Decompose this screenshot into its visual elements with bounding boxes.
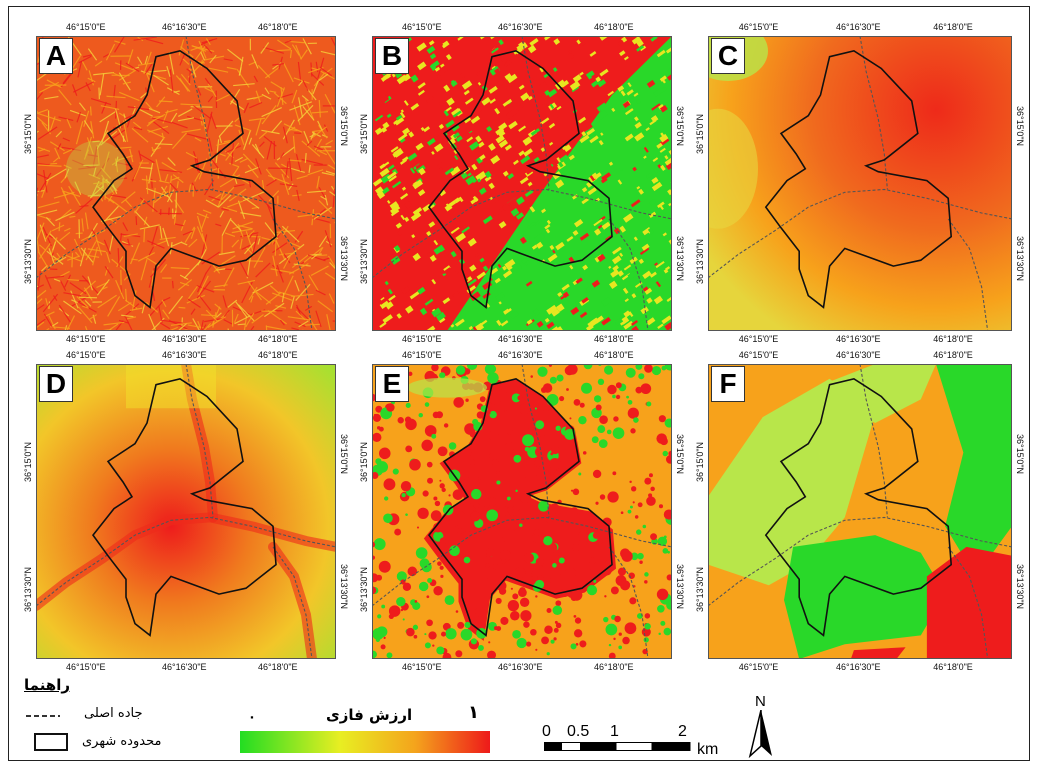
tick-right: 36°15'0"N xyxy=(675,106,685,147)
tick-left: 36°13'30"N xyxy=(359,567,369,613)
tick-right: 36°15'0"N xyxy=(339,434,349,475)
tick-top: 46°15'0"E xyxy=(66,22,106,32)
map-frame xyxy=(8,6,1030,761)
tick-bottom: 46°18'0"E xyxy=(258,334,298,344)
tick-right: 36°15'0"N xyxy=(339,106,349,147)
tick-bottom: 46°15'0"E xyxy=(402,334,442,344)
raster-map-f xyxy=(708,364,1012,659)
tick-bottom: 46°15'0"E xyxy=(66,662,106,672)
tick-bottom: 46°15'0"E xyxy=(66,334,106,344)
tick-top: 46°15'0"E xyxy=(738,22,779,32)
map-panel-d: D 46°15'0"E 46°16'30"E 46°18'0"E 46°15'0"E 46… xyxy=(23,350,349,672)
tick-left: 36°15'0"N xyxy=(359,114,369,155)
tick-bottom: 46°16'30"E xyxy=(498,334,543,344)
tick-left: 36°13'30"N xyxy=(23,239,33,285)
tick-top: 46°15'0"E xyxy=(402,350,442,360)
tick-top: 46°18'0"E xyxy=(594,350,634,360)
panel-letter-d: D xyxy=(39,366,73,402)
tick-top: 46°15'0"E xyxy=(402,22,442,32)
tick-top: 46°18'0"E xyxy=(933,22,973,32)
tick-right: 36°15'0"N xyxy=(675,434,685,475)
tick-left: 36°13'30"N xyxy=(359,239,369,285)
tick-top: 46°16'30"E xyxy=(162,350,207,360)
tick-bottom: 46°16'30"E xyxy=(836,662,881,672)
tick-bottom: 46°16'30"E xyxy=(498,662,543,672)
tick-left: 36°15'0"N xyxy=(695,442,705,483)
map-panel-c: C 46°15'0"E 46°16'30"E 46°18'0"E 46°15'0"E 46… xyxy=(695,22,1025,344)
tick-top: 46°16'30"E xyxy=(498,22,543,32)
raster-map-d xyxy=(36,364,336,659)
tick-right: 36°15'0"N xyxy=(1015,434,1025,475)
tick-right: 36°13'30"N xyxy=(1015,564,1025,610)
tick-bottom: 46°16'30"E xyxy=(836,334,881,344)
tick-right: 36°13'30"N xyxy=(675,564,685,610)
tick-left: 36°15'0"N xyxy=(695,114,705,155)
tick-left: 36°13'30"N xyxy=(695,239,705,285)
tick-right: 36°13'30"N xyxy=(339,564,349,610)
tick-top: 46°18'0"E xyxy=(258,350,298,360)
tick-bottom: 46°16'30"E xyxy=(162,334,207,344)
tick-top: 46°16'30"E xyxy=(498,350,543,360)
tick-bottom: 46°18'0"E xyxy=(933,662,973,672)
tick-right: 36°15'0"N xyxy=(1015,106,1025,147)
tick-left: 36°13'30"N xyxy=(23,567,33,613)
raster-map-c xyxy=(708,36,1012,331)
tick-bottom: 46°15'0"E xyxy=(738,334,779,344)
tick-left: 36°15'0"N xyxy=(23,114,33,155)
map-panel-a: A 46°15'0"E 46°16'30"E 46°18'0"E 46°15'0"E 46… xyxy=(23,22,349,344)
tick-bottom: 46°15'0"E xyxy=(402,662,442,672)
tick-bottom: 46°18'0"E xyxy=(258,662,298,672)
tick-right: 36°13'30"N xyxy=(675,236,685,282)
panel-letter-b: B xyxy=(375,38,409,74)
map-panel-f: F 46°15'0"E 46°16'30"E 46°18'0"E 46°15'0"E 46… xyxy=(695,350,1025,672)
tick-bottom: 46°18'0"E xyxy=(933,334,973,344)
raster-map-e xyxy=(372,364,672,659)
tick-bottom: 46°15'0"E xyxy=(738,662,779,672)
tick-top: 46°16'30"E xyxy=(162,22,207,32)
tick-top: 46°18'0"E xyxy=(933,350,973,360)
tick-left: 36°15'0"N xyxy=(359,442,369,483)
panel-letter-a: A xyxy=(39,38,73,74)
panel-letter-c: C xyxy=(711,38,745,74)
raster-map-b xyxy=(372,36,672,331)
tick-bottom: 46°16'30"E xyxy=(162,662,207,672)
panel-letter-f: F xyxy=(711,366,745,402)
tick-bottom: 46°18'0"E xyxy=(594,662,634,672)
map-panel-e: E 46°15'0"E 46°16'30"E 46°18'0"E 46°15'0"E 46… xyxy=(359,350,685,672)
tick-left: 36°13'30"N xyxy=(695,567,705,613)
tick-top: 46°15'0"E xyxy=(738,350,779,360)
tick-right: 36°13'30"N xyxy=(339,236,349,282)
raster-map-a xyxy=(36,36,336,331)
tick-bottom: 46°18'0"E xyxy=(594,334,634,344)
panel-letter-e: E xyxy=(375,366,409,402)
tick-top: 46°16'30"E xyxy=(836,350,881,360)
tick-right: 36°13'30"N xyxy=(1015,236,1025,282)
tick-top: 46°16'30"E xyxy=(836,22,881,32)
tick-left: 36°15'0"N xyxy=(23,442,33,483)
tick-top: 46°15'0"E xyxy=(66,350,106,360)
tick-top: 46°18'0"E xyxy=(258,22,298,32)
tick-top: 46°18'0"E xyxy=(594,22,634,32)
map-panel-b: B 46°15'0"E 46°16'30"E 46°18'0"E 46°15'0"E 46… xyxy=(359,22,685,344)
